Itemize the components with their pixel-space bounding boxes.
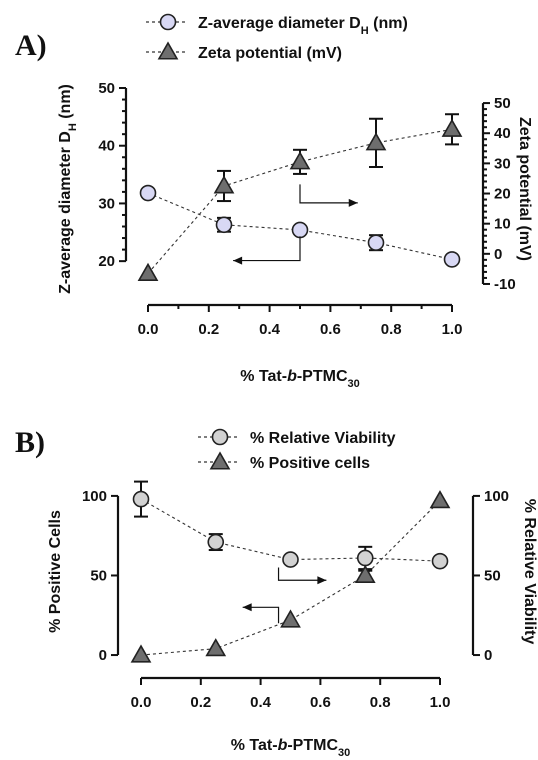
data-point: [354, 564, 376, 584]
x-tick-label: 0.2: [190, 694, 211, 711]
data-point: [431, 552, 449, 570]
data-point: [207, 533, 225, 551]
legend-marker: [211, 428, 229, 446]
x-axis-label: % Tat-b-PTMC30: [240, 368, 360, 390]
right-axis-label: % Relative Viability: [521, 499, 538, 645]
axis-arrow-line: [242, 606, 280, 624]
data-point: [356, 549, 374, 567]
x-tick-label: 1.0: [430, 694, 451, 711]
x-tick-label: 0.4: [250, 694, 272, 711]
data-point: [280, 609, 301, 628]
legend-label: Z-average diameter DH (nm): [198, 15, 408, 37]
left-tick-label: 50: [98, 80, 115, 97]
legend-label: % Positive cells: [250, 455, 370, 472]
left-tick-label: 20: [98, 253, 115, 270]
legend-label: Zeta potential (mV): [198, 45, 342, 62]
left-axis-label: % Positive Cells: [47, 510, 64, 633]
right-tick-label: 40: [494, 125, 511, 142]
left-tick-label: 0: [99, 647, 107, 664]
data-point: [282, 551, 299, 568]
data-point: [365, 132, 387, 151]
axis-arrow-head: [242, 603, 252, 612]
panel-label: A): [15, 29, 47, 62]
x-tick-label: 0.4: [259, 321, 281, 338]
x-tick-label: 0.8: [381, 321, 402, 338]
x-tick-label: 0.0: [131, 694, 152, 711]
legend-label: % Relative Viability: [250, 430, 396, 447]
legend-marker: [209, 451, 231, 470]
axis-arrow-head: [233, 256, 243, 265]
x-tick-label: 0.2: [198, 321, 219, 338]
data-point: [132, 490, 150, 508]
right-tick-label: 0: [484, 647, 492, 664]
data-point: [441, 118, 463, 137]
x-tick-label: 0.0: [138, 321, 159, 338]
data-point: [215, 216, 233, 234]
right-tick-label: 0: [494, 246, 502, 263]
right-tick-label: 20: [494, 186, 511, 203]
data-point: [429, 490, 451, 509]
axis-arrow-line: [299, 184, 358, 204]
data-point: [291, 221, 309, 239]
series-line: [140, 500, 441, 656]
x-tick-label: 1.0: [442, 321, 463, 338]
data-point: [130, 644, 152, 663]
x-tick-label: 0.6: [310, 694, 331, 711]
right-tick-label: 10: [494, 216, 511, 233]
data-point: [367, 234, 385, 251]
data-point: [289, 151, 311, 170]
data-point: [137, 262, 159, 281]
panel-label: B): [15, 426, 45, 459]
data-point: [443, 251, 461, 268]
right-tick-label: -10: [494, 276, 516, 293]
axis-arrow-head: [317, 576, 327, 585]
x-tick-label: 0.6: [320, 321, 341, 338]
legend-marker: [159, 13, 177, 31]
left-tick-label: 30: [98, 195, 115, 212]
x-tick-label: 0.8: [370, 694, 391, 711]
axis-arrow-line: [233, 236, 301, 262]
left-tick-label: 50: [90, 567, 107, 584]
right-tick-label: 50: [484, 567, 501, 584]
data-point: [213, 175, 235, 194]
data-point: [139, 184, 157, 202]
legend-marker: [157, 41, 179, 60]
data-point: [205, 638, 227, 657]
right-axis-label: Zeta potential (mV): [516, 117, 533, 261]
right-tick-label: 100: [484, 488, 509, 505]
right-tick-label: 50: [494, 95, 511, 112]
axis-arrow-line: [277, 567, 327, 581]
left-tick-label: 40: [98, 138, 115, 155]
x-axis-label: % Tat-b-PTMC30: [231, 737, 351, 759]
left-axis-label: Z-average diameter DH (nm): [57, 84, 79, 294]
right-tick-label: 30: [494, 155, 511, 172]
left-tick-label: 100: [82, 488, 107, 505]
axis-arrow-head: [348, 198, 358, 207]
